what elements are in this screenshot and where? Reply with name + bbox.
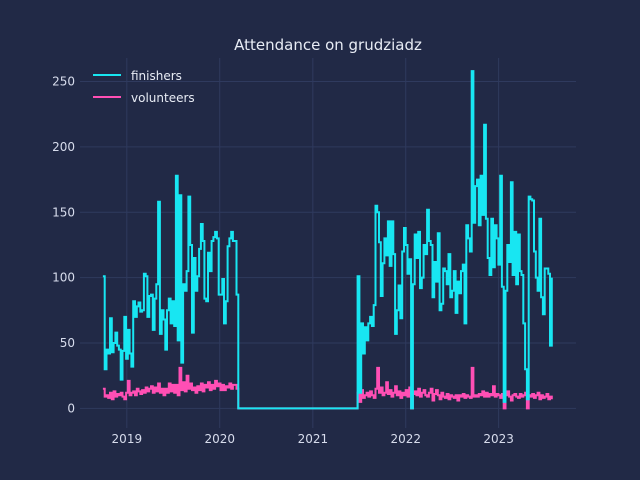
x-tick-label: 2019: [112, 432, 143, 446]
y-tick-label: 150: [52, 205, 75, 219]
x-tick-label: 2023: [483, 432, 514, 446]
chart-title: Attendance on grudziadz: [234, 36, 422, 54]
y-tick-label: 0: [67, 401, 75, 415]
legend: finishers volunteers: [93, 69, 195, 105]
series-line-finishers: [102, 70, 553, 410]
series-line-volunteers: [102, 366, 553, 410]
y-tick-label: 200: [52, 140, 75, 154]
y-tick-label: 50: [60, 336, 75, 350]
x-tick-label: 2022: [390, 432, 421, 446]
x-tick-label: 2020: [204, 432, 235, 446]
grid: [80, 58, 576, 428]
tick-labels: 2019 2020 2021 2022 2023 0 50 100 150 200 250: [52, 75, 514, 446]
y-tick-label: 250: [52, 75, 75, 89]
legend-label-finishers: finishers: [131, 69, 182, 83]
series-layer: [102, 70, 553, 410]
legend-label-volunteers: volunteers: [131, 91, 195, 105]
y-tick-label: 100: [52, 271, 75, 285]
x-tick-label: 2021: [298, 432, 329, 446]
